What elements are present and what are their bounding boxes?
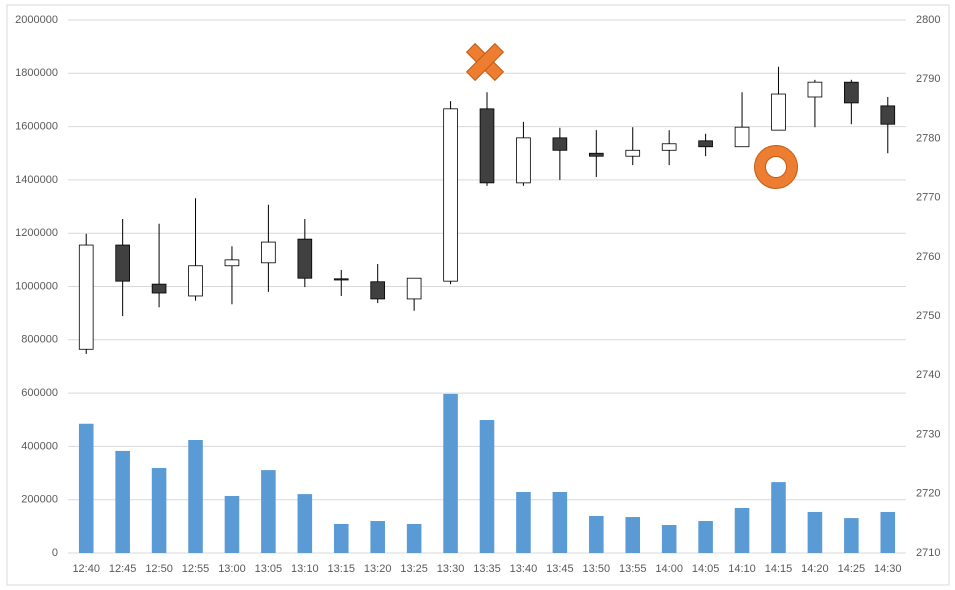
y2-tick-label: 2760 bbox=[916, 251, 940, 263]
y-tick-label: 400000 bbox=[21, 440, 58, 452]
x-tick-label: 13:55 bbox=[619, 563, 647, 575]
y-tick-label: 1200000 bbox=[15, 227, 58, 239]
y-tick-label: 800000 bbox=[21, 334, 58, 346]
candle-body bbox=[333, 278, 349, 281]
x-tick-label: 14:25 bbox=[838, 563, 866, 575]
y2-tick-label: 2800 bbox=[916, 14, 940, 26]
volume-bar bbox=[698, 521, 713, 553]
y-tick-label: 0 bbox=[52, 547, 58, 559]
volume-bar bbox=[188, 440, 203, 553]
volume-bar bbox=[443, 393, 458, 553]
candle-body bbox=[880, 105, 896, 125]
y-tick-label: 1000000 bbox=[15, 280, 58, 292]
candle-body bbox=[115, 244, 130, 282]
volume-bar bbox=[261, 470, 276, 553]
marks bbox=[78, 66, 896, 553]
y2-tick-label: 2710 bbox=[916, 547, 940, 559]
volume-bar bbox=[625, 517, 641, 553]
volume-bar bbox=[880, 511, 896, 553]
x-tick-label: 13:15 bbox=[327, 563, 355, 575]
volume-bar bbox=[224, 495, 240, 553]
y2-tick-label: 2770 bbox=[916, 192, 940, 204]
y-tick-label: 600000 bbox=[21, 387, 58, 399]
candle-body bbox=[188, 265, 203, 297]
x-tick-label: 13:35 bbox=[473, 563, 501, 575]
y-tick-label: 2000000 bbox=[15, 14, 58, 26]
x-tick-label: 13:40 bbox=[510, 563, 538, 575]
volume-bar bbox=[333, 523, 349, 553]
x-tick-label: 13:50 bbox=[583, 563, 611, 575]
candle-body bbox=[844, 81, 859, 104]
volume-bar bbox=[297, 494, 313, 553]
y2-tick-label: 2720 bbox=[916, 488, 940, 500]
y2-tick-label: 2790 bbox=[916, 73, 940, 85]
x-tick-label: 14:00 bbox=[655, 563, 683, 575]
x-tick-label: 13:25 bbox=[400, 563, 428, 575]
circle-marker bbox=[754, 145, 798, 189]
x-tick-label: 13:05 bbox=[255, 563, 283, 575]
volume-bar bbox=[844, 518, 859, 553]
candle-body bbox=[552, 137, 568, 151]
candle-body bbox=[479, 108, 495, 184]
volume-bar bbox=[807, 511, 823, 553]
candle-body bbox=[661, 143, 677, 151]
x-tick-label: 12:40 bbox=[72, 563, 100, 575]
x-tick-label: 12:50 bbox=[145, 563, 173, 575]
y-tick-label: 1800000 bbox=[15, 67, 58, 79]
y-tick-label: 1400000 bbox=[15, 174, 58, 186]
volume-bar bbox=[370, 521, 385, 553]
volume-bar bbox=[78, 423, 94, 553]
y2-tick-label: 2780 bbox=[916, 132, 940, 144]
candle-body bbox=[406, 277, 422, 300]
x-tick-label: 12:45 bbox=[109, 563, 137, 575]
x-tick-label: 13:30 bbox=[437, 563, 465, 575]
volume-bar bbox=[771, 482, 786, 553]
candle-body bbox=[151, 283, 167, 294]
candle-body bbox=[698, 140, 713, 148]
candle-body bbox=[807, 81, 823, 98]
volume-bar bbox=[734, 507, 750, 553]
x-tick-label: 14:30 bbox=[874, 563, 902, 575]
candle-body bbox=[370, 281, 386, 300]
volume-bar bbox=[516, 491, 531, 553]
y2-tick-label: 2750 bbox=[916, 310, 940, 322]
x-tick-label: 14:10 bbox=[728, 563, 756, 575]
y-tick-label: 200000 bbox=[21, 494, 58, 506]
candle-body bbox=[734, 126, 750, 148]
candle-body bbox=[588, 152, 604, 157]
x-tick-label: 14:05 bbox=[692, 563, 720, 575]
x-tick-label: 13:45 bbox=[546, 563, 574, 575]
candle-body bbox=[625, 149, 641, 157]
candle-body bbox=[443, 108, 458, 282]
volume-bar bbox=[115, 450, 130, 553]
x-tick-label: 14:20 bbox=[801, 563, 829, 575]
y-tick-label: 1600000 bbox=[15, 121, 58, 133]
x-tick-label: 12:55 bbox=[182, 563, 210, 575]
x-tick-label: 13:10 bbox=[291, 563, 319, 575]
candle-body bbox=[261, 241, 276, 264]
volume-bar bbox=[661, 525, 677, 553]
candle-body bbox=[224, 259, 240, 267]
y2-tick-label: 2740 bbox=[916, 369, 940, 381]
candle-body bbox=[78, 244, 94, 350]
x-tick-label: 14:15 bbox=[765, 563, 793, 575]
candle-body bbox=[516, 137, 531, 184]
volume-bar bbox=[479, 420, 495, 553]
volume-bar bbox=[406, 523, 422, 553]
volume-bar bbox=[151, 467, 167, 553]
x-tick-label: 13:00 bbox=[218, 563, 246, 575]
candle-body bbox=[297, 238, 313, 279]
volume-bar bbox=[552, 491, 568, 553]
volume-bar bbox=[589, 515, 604, 553]
candle-body bbox=[771, 93, 786, 131]
y2-tick-label: 2730 bbox=[916, 428, 940, 440]
x-tick-label: 13:20 bbox=[364, 563, 392, 575]
cross-marker bbox=[465, 42, 505, 82]
